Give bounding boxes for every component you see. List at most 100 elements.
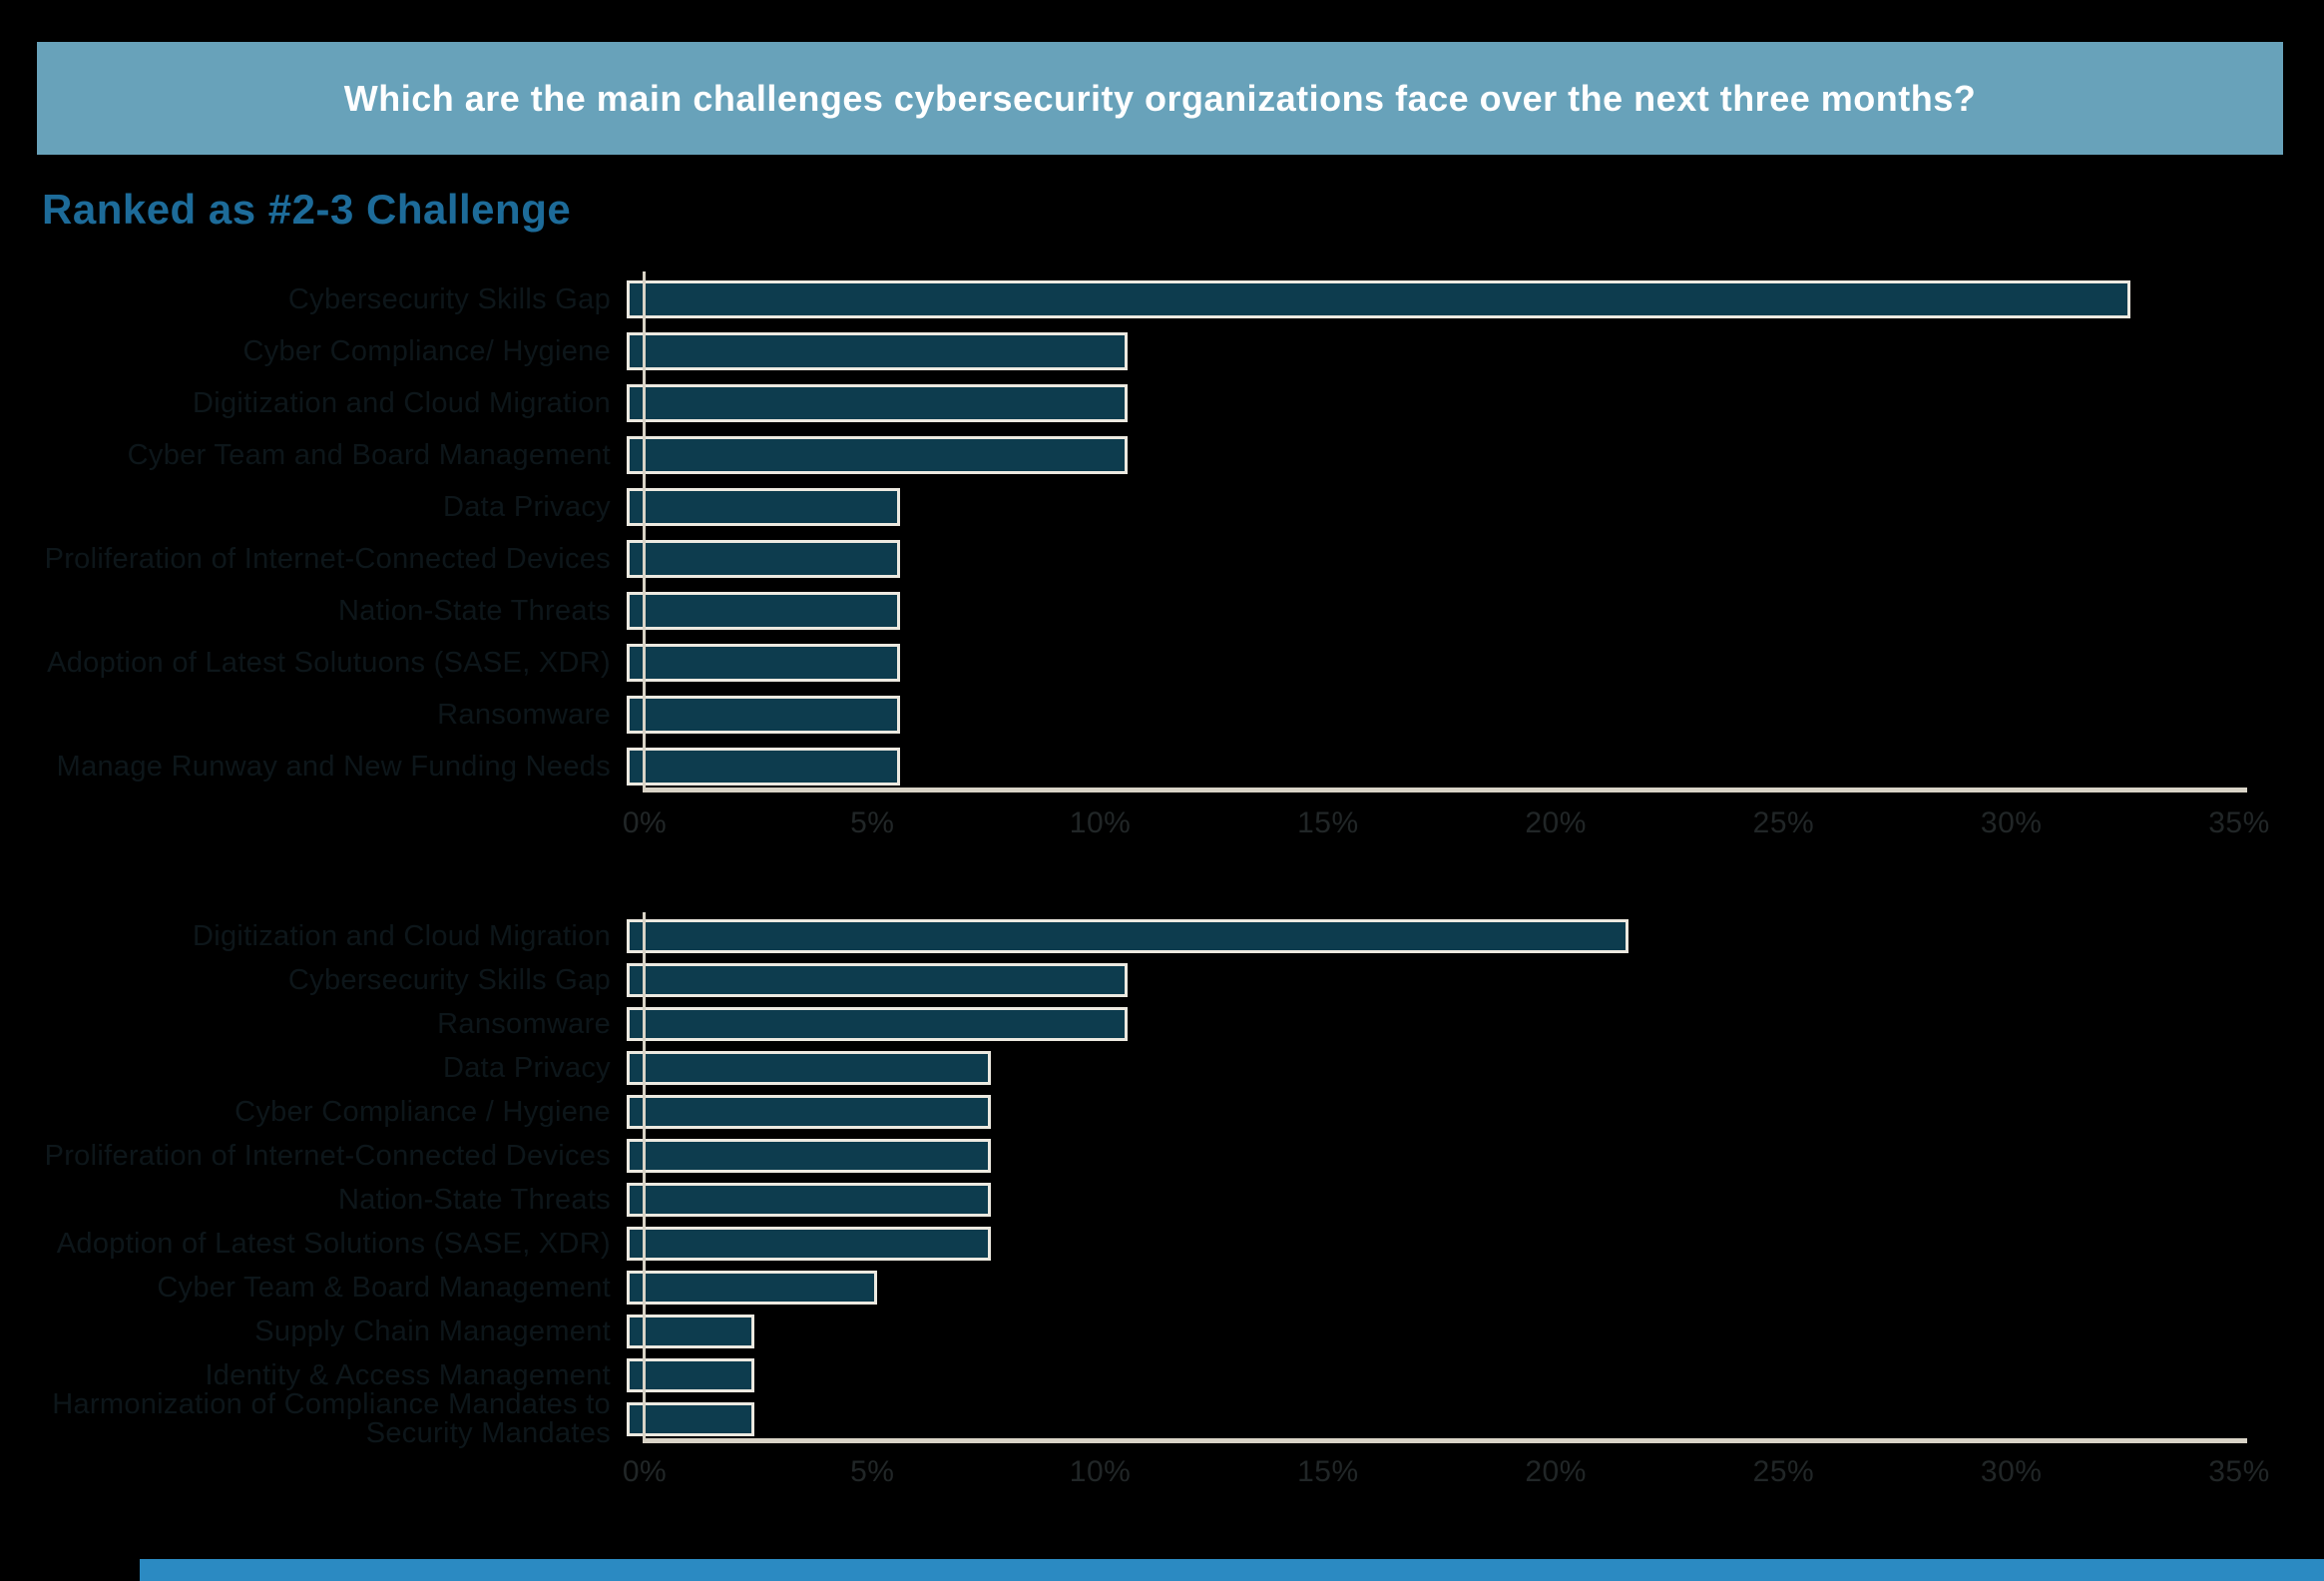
bar bbox=[627, 1315, 754, 1348]
bar-row: Cybersecurity Skills Gap bbox=[0, 958, 2324, 1002]
x-axis-ticks-top: 0% 5% 10% 15% 20% 25% 30% 35% bbox=[623, 806, 2269, 842]
x-axis-tick-label: 30% bbox=[1980, 1455, 2043, 1488]
bar bbox=[627, 488, 900, 526]
x-axis-ticks-bottom: 0% 5% 10% 15% 20% 25% 30% 35% bbox=[623, 1455, 2269, 1491]
bar-row: Proliferation of Internet-Connected Devi… bbox=[0, 1134, 2324, 1178]
bar-row: Adoption of Latest Solutions (SASE, XDR) bbox=[0, 1222, 2324, 1266]
bar-track bbox=[627, 325, 2221, 377]
bar bbox=[627, 1271, 878, 1305]
category-label: Cyber Compliance/ Hygiene bbox=[242, 334, 611, 367]
bar-row: Cyber Team and Board Management bbox=[0, 429, 2324, 481]
bar bbox=[627, 436, 1129, 474]
bar bbox=[627, 1139, 992, 1173]
category-label: Supply Chain Management bbox=[254, 1315, 611, 1347]
bar bbox=[627, 280, 2130, 318]
bar-row: Identity & Access Management bbox=[0, 1353, 2324, 1397]
banner-title: Which are the main challenges cybersecur… bbox=[343, 77, 1977, 119]
bar-track bbox=[627, 273, 2221, 325]
category-label: Adoption of Latest Solutuons (SASE, XDR) bbox=[47, 646, 611, 679]
category-label: Data Privacy bbox=[443, 490, 611, 523]
bar bbox=[627, 384, 1129, 422]
bar-track bbox=[627, 958, 2221, 1002]
bar-row: Cyber Compliance / Hygiene bbox=[0, 1090, 2324, 1134]
bar bbox=[627, 919, 1629, 953]
bar-row: Data Privacy bbox=[0, 481, 2324, 533]
category-label: Ransomware bbox=[437, 698, 611, 731]
bar bbox=[627, 1095, 992, 1129]
bar-track bbox=[627, 429, 2221, 481]
bar bbox=[627, 644, 900, 682]
bar-track bbox=[627, 1046, 2221, 1090]
bar-track bbox=[627, 1002, 2221, 1046]
category-label: Proliferation of Internet-Connected Devi… bbox=[44, 542, 611, 575]
y-axis-line-top bbox=[643, 271, 646, 790]
bar-track bbox=[627, 481, 2221, 533]
category-label: Digitization and Cloud Migration bbox=[192, 919, 611, 952]
category-label: Cybersecurity Skills Gap bbox=[287, 963, 611, 996]
bar-track bbox=[627, 377, 2221, 429]
category-label: Adoption of Latest Solutions (SASE, XDR) bbox=[56, 1227, 611, 1260]
x-axis-tick-label: 10% bbox=[1069, 1455, 1132, 1488]
category-label: Ransomware bbox=[437, 1007, 611, 1040]
bar-track bbox=[627, 1353, 2221, 1397]
x-axis-tick-label: 0% bbox=[622, 806, 668, 839]
bar-row: Digitization and Cloud Migration bbox=[0, 377, 2324, 429]
x-axis-tick-label: 15% bbox=[1297, 1455, 1359, 1488]
bar-row: Nation-State Threats bbox=[0, 585, 2324, 637]
x-axis-tick-label: 30% bbox=[1980, 806, 2043, 839]
x-axis-tick-label: 25% bbox=[1752, 1455, 1815, 1488]
bar-track bbox=[627, 1310, 2221, 1353]
bar bbox=[627, 963, 1129, 997]
x-axis-tick-label: 5% bbox=[850, 806, 895, 839]
bar-row: Digitization and Cloud Migration bbox=[0, 914, 2324, 958]
category-label: Identity & Access Management bbox=[205, 1358, 611, 1391]
bar bbox=[627, 332, 1129, 370]
bar-track bbox=[627, 1134, 2221, 1178]
bar-row: Nation-State Threats bbox=[0, 1178, 2324, 1222]
category-label: Cyber Team & Board Management bbox=[157, 1271, 611, 1304]
bar-track bbox=[627, 1090, 2221, 1134]
x-axis-baseline-top bbox=[643, 788, 2247, 792]
x-axis-tick-label: 20% bbox=[1525, 806, 1587, 839]
bar-track bbox=[627, 914, 2221, 958]
x-axis-tick-label: 35% bbox=[2208, 806, 2270, 839]
x-axis-tick-label: 10% bbox=[1069, 806, 1132, 839]
category-label: Digitization and Cloud Migration bbox=[192, 386, 611, 419]
category-label: Cyber Team and Board Management bbox=[127, 438, 611, 471]
bar-chart-top: Cybersecurity Skills Gap Cyber Compliance… bbox=[0, 273, 2324, 792]
chart-subtitle: Ranked as #2-3 Challenge bbox=[42, 186, 572, 233]
bar-row: Ransomware bbox=[0, 689, 2324, 741]
bar-row: Supply Chain Management bbox=[0, 1310, 2324, 1353]
bar bbox=[627, 1183, 992, 1217]
bar-track bbox=[627, 585, 2221, 637]
bar-track bbox=[627, 741, 2221, 792]
bar bbox=[627, 1402, 754, 1436]
bar bbox=[627, 1051, 992, 1085]
bar-track bbox=[627, 533, 2221, 585]
bar bbox=[627, 592, 900, 630]
bar bbox=[627, 696, 900, 734]
x-axis-tick-label: 20% bbox=[1525, 1455, 1587, 1488]
category-label: Nation-State Threats bbox=[337, 1183, 611, 1216]
bar-row: Manage Runway and New Funding Needs bbox=[0, 741, 2324, 792]
x-axis-tick-label: 5% bbox=[850, 1455, 895, 1488]
x-axis-tick-label: 25% bbox=[1752, 806, 1815, 839]
category-label: Manage Runway and New Funding Needs bbox=[56, 750, 611, 783]
bar-track bbox=[627, 689, 2221, 741]
bar-row: Harmonization of Compliance Mandates to … bbox=[0, 1390, 2324, 1448]
bar-track bbox=[627, 637, 2221, 689]
x-axis-baseline-bottom bbox=[643, 1438, 2247, 1443]
bar-row: Adoption of Latest Solutuons (SASE, XDR) bbox=[0, 637, 2324, 689]
category-label: Cybersecurity Skills Gap bbox=[287, 282, 611, 315]
category-label: Proliferation of Internet-Connected Devi… bbox=[44, 1139, 611, 1172]
category-label: Cyber Compliance / Hygiene bbox=[234, 1095, 611, 1128]
bar-row: Proliferation of Internet-Connected Devi… bbox=[0, 533, 2324, 585]
x-axis-tick-label: 0% bbox=[622, 1455, 668, 1488]
bar-row: Data Privacy bbox=[0, 1046, 2324, 1090]
bar-track bbox=[627, 1222, 2221, 1266]
bar bbox=[627, 1227, 992, 1261]
bar bbox=[627, 1358, 754, 1392]
bar-row: Cyber Compliance/ Hygiene bbox=[0, 325, 2324, 377]
x-axis-tick-label: 15% bbox=[1297, 806, 1359, 839]
footer-accent-strip bbox=[140, 1559, 2324, 1581]
